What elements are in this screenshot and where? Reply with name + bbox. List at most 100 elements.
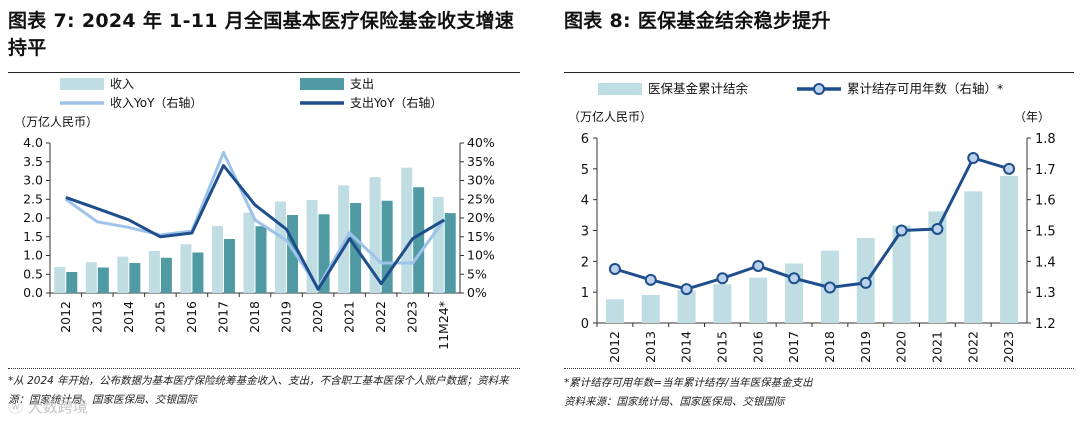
- y-tick-label-8: 4.0: [23, 135, 43, 150]
- x-tick-label-11M24*: 11M24*: [436, 301, 451, 350]
- y-tick-label-6: 6: [581, 132, 589, 147]
- y-tick-label-7: 3.5: [23, 154, 43, 169]
- bar-expense-2020: [318, 214, 330, 293]
- point-usable-years-2014: [680, 283, 693, 296]
- point-usable-years-2012: [608, 263, 621, 276]
- y2-tick-label-4: 20%: [467, 210, 495, 225]
- x-tick-label-2018: 2018: [822, 331, 837, 363]
- bar-income-2013: [85, 262, 97, 293]
- bar-income-2023: [401, 167, 413, 293]
- bar-balance-2012: [605, 299, 624, 323]
- x-tick-label-2016: 2016: [184, 301, 199, 333]
- y-tick-label-6: 3.0: [23, 173, 43, 188]
- point-usable-years-2013: [644, 273, 657, 286]
- x-tick-label-2012: 2012: [607, 331, 622, 363]
- y-tick-label-5: 5: [581, 163, 589, 178]
- x-tick-label-2016: 2016: [750, 331, 765, 363]
- line-expense-yoy: [65, 164, 445, 291]
- chart8-footnote-2: 资料来源：国家统计局、国家医保局、交银国际: [564, 396, 785, 408]
- bar-expense-2022: [381, 200, 393, 293]
- legend-label-balance: 医保基金累计结余: [648, 81, 749, 96]
- point-usable-years-2018: [823, 281, 836, 294]
- point-usable-years-2017: [788, 272, 801, 285]
- bar-income-2019: [275, 201, 287, 293]
- y-tick-label-1: 0.5: [23, 266, 43, 281]
- x-tick-label-2022: 2022: [965, 331, 980, 363]
- bar-balance-2022: [964, 191, 983, 323]
- y2-tick-label-1: 1.3: [1035, 286, 1056, 301]
- x-tick-label-2020: 2020: [310, 301, 325, 333]
- line-income-yoy: [64, 150, 446, 289]
- bar-income-11M24*: [432, 197, 444, 293]
- x-tick-label-2019: 2019: [279, 301, 294, 333]
- bar-income-2015: [148, 251, 160, 293]
- legend-marker-years: [813, 83, 825, 95]
- chart8-footnote-1: *累计结存可用年数=当年累计结存/当年医保基金支出: [564, 377, 813, 389]
- y2-tick-label-3: 1.5: [1035, 225, 1056, 240]
- point-usable-years-2022: [967, 152, 980, 165]
- bar-balance-2013: [641, 294, 660, 323]
- bar-balance-2014: [677, 290, 696, 323]
- chart7-title: 图表 7: 2024 年 1-11 月全国基本医疗保险基金收支增速持平: [8, 10, 515, 59]
- y-tick-label-2: 2: [581, 255, 589, 270]
- bar-expense-2017: [223, 239, 235, 293]
- x-tick-label-2021: 2021: [929, 331, 944, 363]
- x-tick-label-2020: 2020: [894, 331, 909, 363]
- legend-label-0: 收入: [110, 77, 134, 91]
- x-tick-label-2013: 2013: [89, 301, 104, 333]
- point-usable-years-2019: [859, 276, 872, 289]
- y-tick-label-2: 1.0: [23, 248, 43, 263]
- y2-tick-label-6: 1.8: [1035, 132, 1056, 147]
- bar-expense-2015: [160, 257, 172, 293]
- x-tick-label-2012: 2012: [58, 301, 73, 333]
- chart8-note-divider: [564, 368, 1074, 369]
- y-tick-label-1: 1: [581, 286, 589, 301]
- watermark-text: 大数跨境: [27, 398, 88, 416]
- bar-income-2017: [211, 225, 223, 293]
- bar-expense-2012: [66, 272, 78, 293]
- legend-swatch-0: [60, 78, 104, 90]
- bar-income-2014: [117, 256, 129, 293]
- x-tick-label-2019: 2019: [858, 331, 873, 363]
- bar-balance-2023: [1000, 175, 1019, 323]
- bar-expense-2016: [192, 252, 204, 293]
- x-tick-label-2013: 2013: [643, 331, 658, 363]
- y2-tick-label-8: 40%: [467, 135, 495, 150]
- legend-label-3: 支出YoY（右轴）: [350, 95, 442, 110]
- y2-tick-label-5: 1.7: [1035, 163, 1056, 178]
- bar-expense-2014: [129, 263, 141, 293]
- y2-tick-label-1: 5%: [467, 266, 487, 281]
- y2-axis-unit-label: （年）: [1014, 110, 1050, 124]
- x-tick-label-2018: 2018: [247, 301, 262, 333]
- watermark-logo: ⓦ 大数跨境: [8, 398, 88, 416]
- legend-label-1: 支出: [350, 77, 374, 91]
- bar-expense-11M24*: [444, 213, 456, 293]
- y2-tick-label-6: 30%: [467, 173, 495, 188]
- point-usable-years-2015: [716, 272, 729, 285]
- x-tick-label-2023: 2023: [1001, 331, 1016, 363]
- chart8-title: 图表 8: 医保基金结余稳步提升: [564, 10, 831, 32]
- point-usable-years-2021: [931, 222, 944, 235]
- y-tick-label-4: 4: [581, 194, 589, 209]
- bar-income-2021: [338, 185, 350, 293]
- x-tick-label-2014: 2014: [679, 331, 694, 363]
- bar-income-2018: [243, 212, 255, 293]
- y-axis-unit-label: （万亿人民币）: [14, 114, 98, 129]
- y2-tick-label-3: 15%: [467, 229, 495, 244]
- legend-swatch-balance: [598, 83, 642, 95]
- y2-tick-label-2: 1.4: [1035, 255, 1056, 270]
- bar-balance-2015: [713, 284, 732, 323]
- y-tick-label-4: 2.0: [23, 210, 43, 225]
- bar-balance-2021: [928, 211, 947, 323]
- legend-label-years: 累计结存可用年数（右轴）*: [847, 81, 1003, 96]
- chart7-note-divider: [8, 368, 520, 369]
- line-usable-years: [614, 156, 1010, 291]
- x-tick-label-2015: 2015: [152, 301, 167, 333]
- y2-tick-label-0: 0%: [467, 285, 487, 300]
- x-tick-label-2014: 2014: [121, 301, 136, 333]
- x-tick-label-2023: 2023: [405, 301, 420, 333]
- point-usable-years-2020: [895, 224, 908, 237]
- chart8-svg: 医保基金累计结余 累计结存可用年数（右轴）* （万亿人民币） （年） 0 1 2 3 4 5 6 1.…: [568, 81, 1056, 363]
- x-tick-label-2017: 2017: [215, 301, 230, 333]
